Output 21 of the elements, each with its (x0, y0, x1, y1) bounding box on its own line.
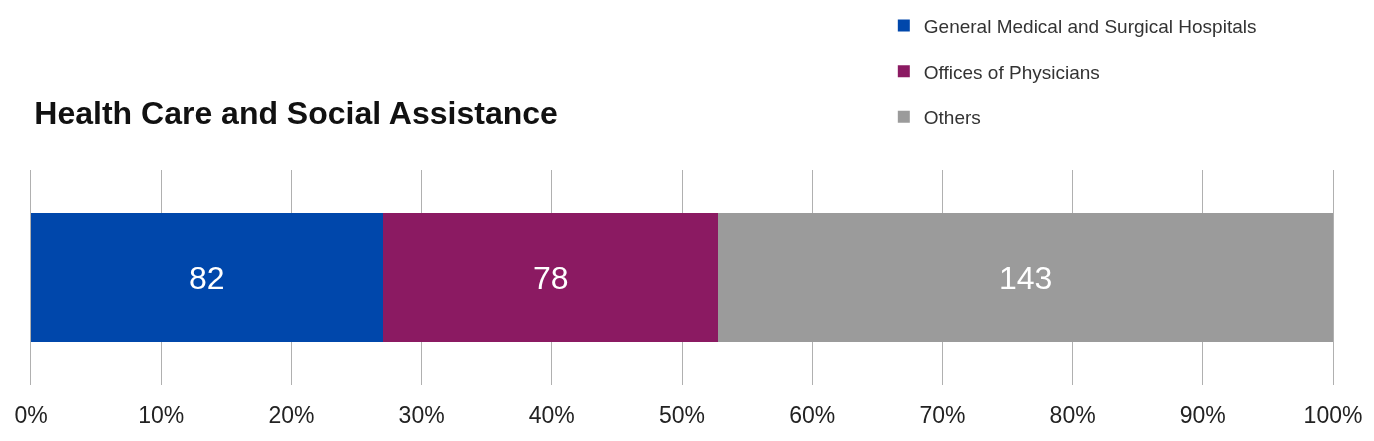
x-tick-label: 20% (268, 402, 315, 428)
x-tick-label: 90% (1179, 402, 1226, 428)
x-tick-label: 100% (1303, 402, 1363, 428)
bar (31, 213, 384, 342)
x-tick-label: 0% (14, 402, 48, 428)
legend-label: Offices of Physicians (923, 61, 1100, 83)
annotation: 82 (189, 260, 225, 296)
annotation: 78 (533, 260, 569, 296)
legend-label: General Medical and Surgical Hospitals (923, 15, 1257, 37)
bar (718, 213, 1333, 342)
annotation: 143 (999, 260, 1053, 296)
bar (383, 213, 719, 342)
x-tick-label: 60% (789, 402, 836, 428)
legend-label: Others (923, 107, 981, 129)
x-tick-label: 50% (658, 402, 706, 428)
x-tick-label: 30% (398, 402, 445, 428)
x-tick-label: 80% (1049, 402, 1096, 428)
x-tick-label: 70% (919, 402, 966, 428)
x-tick-label: 40% (528, 402, 575, 428)
chart-title: Health Care and Social Assistance (34, 94, 558, 131)
x-tick-label: 10% (138, 402, 185, 428)
